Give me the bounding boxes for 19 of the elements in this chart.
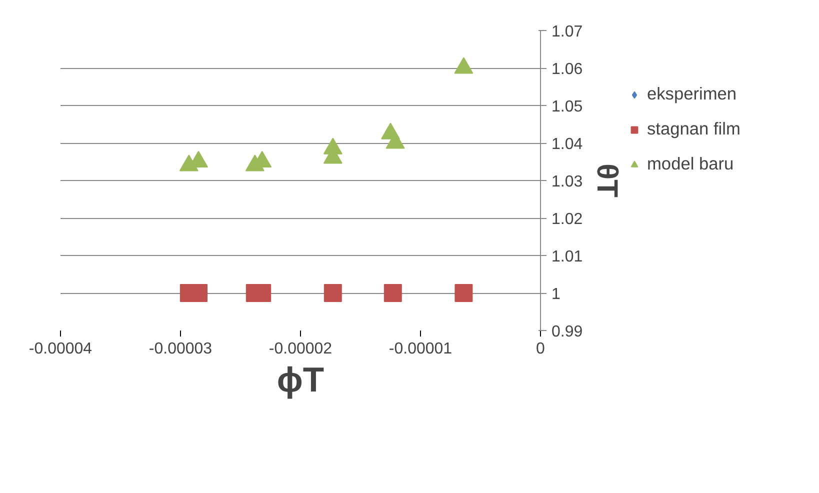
x-tick-label: 0: [536, 340, 546, 358]
x-axis-title: ϕT: [276, 362, 324, 400]
y-tick-label: 1.05: [552, 98, 583, 116]
y-tick-label: 1: [552, 286, 560, 303]
legend-label: stagnan film: [647, 118, 740, 140]
y-axis-title: θT: [590, 164, 624, 198]
y-tick-label: 1.07: [552, 24, 583, 40]
x-tick-label: -0.00003: [148, 340, 212, 358]
y-tick-label: 1.02: [552, 211, 583, 228]
x-tick-label: -0.00001: [388, 340, 452, 358]
y-tick-label: 1.04: [552, 136, 583, 153]
x-tick-label: -0.00004: [28, 340, 92, 358]
y-tick-label: 1.03: [552, 174, 583, 190]
x-tick-label: -0.00002: [268, 340, 332, 358]
legend-label: model baru: [647, 154, 734, 174]
y-tick-label: 1.06: [552, 61, 583, 78]
y-tick-label: 1.01: [552, 248, 583, 266]
legend-label: eksperimen: [647, 84, 737, 104]
y-tick-label: 0.99: [552, 324, 583, 340]
